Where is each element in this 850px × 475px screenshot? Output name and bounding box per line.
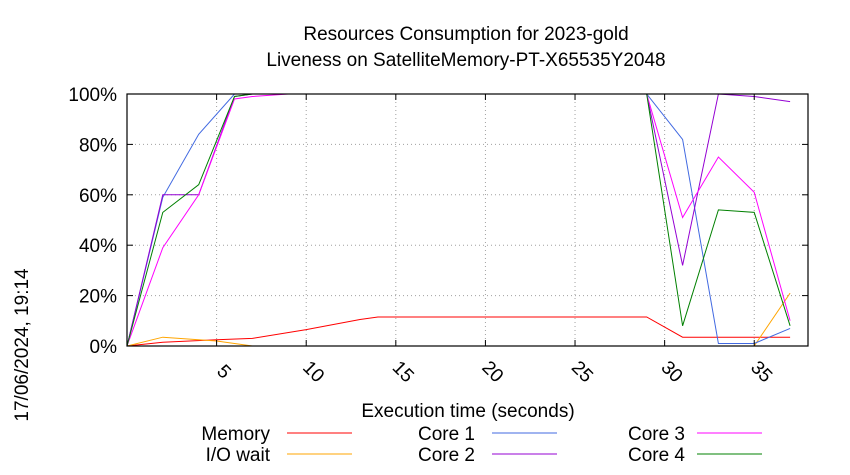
series-line-core-4	[126, 93, 791, 347]
legend-label: Core 4	[628, 445, 685, 466]
y-tick-label: 0%	[90, 337, 118, 358]
series-line-core-1	[126, 93, 791, 347]
legend-label: I/O wait	[206, 445, 271, 466]
series-group	[126, 93, 791, 347]
chart-title-line2: Liveness on SatelliteMemory-PT-X65535Y20…	[266, 50, 665, 71]
x-tick-label: 35	[746, 357, 776, 387]
series-line-memory	[126, 316, 791, 347]
x-axis-label: Execution time (seconds)	[361, 401, 574, 422]
x-tick-label: 5	[212, 361, 234, 383]
legend-label: Core 3	[628, 424, 685, 445]
legend-label: Core 1	[418, 424, 475, 445]
grid	[127, 94, 808, 346]
side-timestamp: 17/06/2024, 19:14	[12, 268, 33, 422]
y-tick-label: 20%	[79, 287, 117, 308]
legend-label: Memory	[201, 424, 270, 445]
x-tick-label: 15	[388, 357, 418, 387]
x-tick-label: 30	[657, 357, 687, 387]
series-line-core-2	[126, 93, 791, 347]
series-line-core-3	[126, 93, 791, 347]
chart-title-line1: Resources Consumption for 2023-gold	[303, 24, 628, 45]
x-tick-label: 10	[298, 357, 328, 387]
y-tick-labels: 0% 20% 40% 60% 80% 100%	[68, 85, 808, 358]
x-tick-label: 20	[477, 357, 507, 387]
x-tick-label: 25	[567, 357, 597, 387]
y-tick-label: 40%	[79, 236, 117, 257]
plot-frame	[126, 93, 809, 347]
y-tick-label: 100%	[68, 85, 117, 106]
legend-label: Core 2	[418, 445, 475, 466]
y-tick-label: 80%	[79, 135, 117, 156]
y-tick-label: 60%	[79, 186, 117, 207]
x-tick-labels: 5 10 15 20 25 30 35	[212, 94, 776, 387]
